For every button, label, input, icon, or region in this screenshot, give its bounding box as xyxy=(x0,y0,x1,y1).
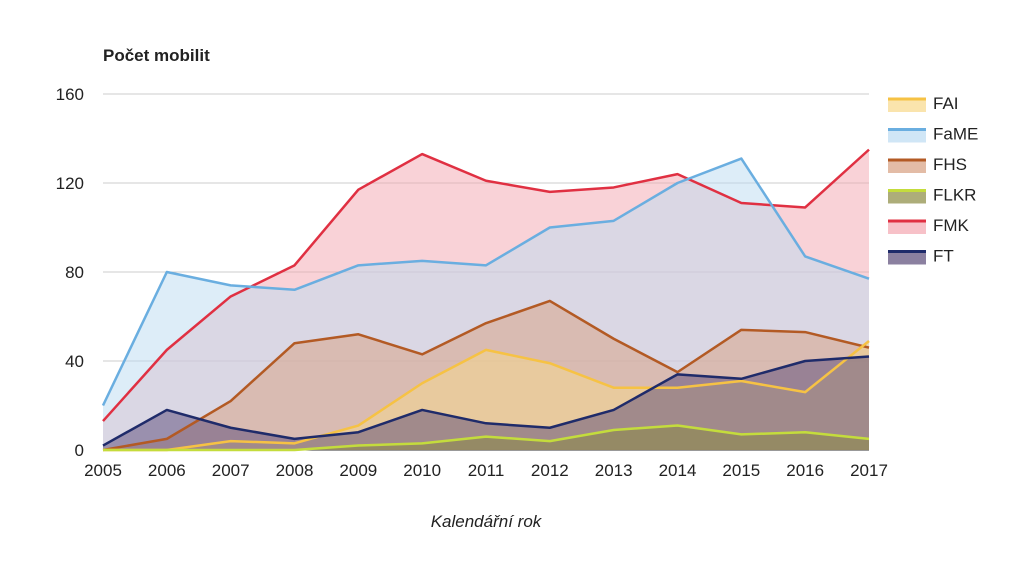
legend-item-ft: FT xyxy=(888,247,954,266)
y-tick-label: 120 xyxy=(56,174,84,193)
legend-label: FMK xyxy=(933,216,970,235)
x-tick-label: 2017 xyxy=(850,461,888,480)
x-tick-label: 2012 xyxy=(531,461,569,480)
legend-item-fmk: FMK xyxy=(888,216,970,235)
legend-label: FLKR xyxy=(933,186,976,205)
x-tick-label: 2015 xyxy=(722,461,760,480)
chart-title: Počet mobilit xyxy=(103,46,210,65)
x-tick-label: 2009 xyxy=(339,461,377,480)
x-tick-label: 2007 xyxy=(212,461,250,480)
series-lines xyxy=(101,148,870,452)
line-ft xyxy=(102,355,870,447)
legend-swatch xyxy=(888,221,926,234)
x-tick-label: 2011 xyxy=(468,461,505,480)
x-tick-label: 2013 xyxy=(595,461,633,480)
legend: FAI FaME FHS FLKR FMK FT xyxy=(888,94,978,266)
legend-label: FT xyxy=(933,247,954,266)
legend-label: FHS xyxy=(933,155,967,174)
x-tick-label: 2016 xyxy=(786,461,824,480)
y-tick-label: 0 xyxy=(75,441,84,460)
series-areas xyxy=(103,149,869,450)
x-axis-label: Kalendářní rok xyxy=(431,512,543,531)
legend-item-fai: FAI xyxy=(888,94,959,113)
line-fai xyxy=(103,339,870,452)
x-axis-ticks: 2005 2006 2007 2008 2009 2010 2011 2012 2013 2014… xyxy=(84,461,888,480)
legend-item-fame: FaME xyxy=(888,125,978,144)
legend-swatch xyxy=(888,190,926,204)
line-fame xyxy=(101,157,870,407)
x-tick-label: 2008 xyxy=(276,461,314,480)
y-tick-label: 80 xyxy=(65,263,84,282)
x-tick-label: 2010 xyxy=(403,461,441,480)
legend-item-fhs: FHS xyxy=(888,155,967,174)
line-flkr xyxy=(103,424,870,452)
x-tick-label: 2005 xyxy=(84,461,122,480)
line-fhs xyxy=(102,299,870,452)
y-tick-label: 160 xyxy=(56,85,84,104)
legend-label: FAI xyxy=(933,94,959,113)
y-tick-label: 40 xyxy=(65,352,84,371)
y-axis-ticks: 0 40 80 120 160 xyxy=(56,85,84,460)
x-tick-label: 2006 xyxy=(148,461,186,480)
x-tick-label: 2014 xyxy=(659,461,697,480)
legend-label: FaME xyxy=(933,125,978,144)
legend-item-flkr: FLKR xyxy=(888,186,976,205)
legend-swatch xyxy=(888,129,926,143)
legend-swatch xyxy=(888,99,926,112)
legend-swatch xyxy=(888,251,926,265)
legend-swatch xyxy=(888,160,926,173)
line-fmk xyxy=(102,148,870,422)
